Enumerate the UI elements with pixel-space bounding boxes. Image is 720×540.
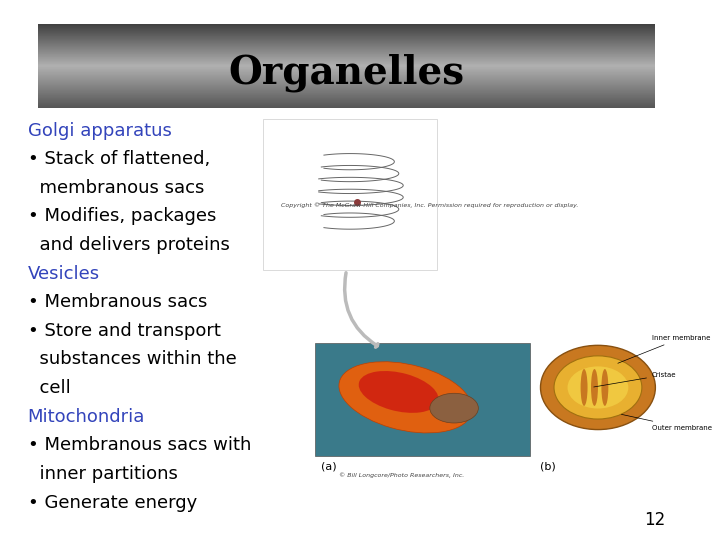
- Text: Mitochondria: Mitochondria: [28, 408, 145, 426]
- Text: Outer membrane: Outer membrane: [621, 414, 712, 430]
- Text: (b): (b): [540, 462, 555, 472]
- Ellipse shape: [339, 362, 472, 433]
- Ellipse shape: [554, 356, 642, 419]
- Text: Organelles: Organelles: [228, 53, 464, 92]
- Text: Copyright © The McGraw-Hill Companies, Inc. Permission required for reproduction: Copyright © The McGraw-Hill Companies, I…: [281, 202, 578, 208]
- Ellipse shape: [580, 369, 588, 406]
- Ellipse shape: [591, 369, 598, 406]
- Text: • Membranous sacs: • Membranous sacs: [28, 293, 207, 311]
- Text: • Stack of flattened,: • Stack of flattened,: [28, 150, 210, 168]
- Text: substances within the: substances within the: [28, 350, 236, 368]
- Ellipse shape: [430, 393, 478, 423]
- Ellipse shape: [541, 346, 655, 430]
- Text: membranous sacs: membranous sacs: [28, 179, 204, 197]
- Text: • Membranous sacs with: • Membranous sacs with: [28, 436, 251, 454]
- Bar: [315, 343, 530, 456]
- Text: • Modifies, packages: • Modifies, packages: [28, 207, 216, 225]
- Text: Cristae: Cristae: [594, 372, 677, 387]
- Text: cell: cell: [28, 379, 71, 397]
- Text: Inner membrane: Inner membrane: [618, 335, 711, 363]
- Ellipse shape: [359, 371, 438, 413]
- Text: Golgi apparatus: Golgi apparatus: [28, 122, 171, 139]
- Text: • Generate energy: • Generate energy: [28, 494, 197, 511]
- Bar: [264, 119, 436, 270]
- Ellipse shape: [567, 366, 629, 409]
- Ellipse shape: [601, 369, 608, 406]
- Text: and delivers proteins: and delivers proteins: [28, 236, 230, 254]
- Text: © Bill Longcore/Photo Researchers, Inc.: © Bill Longcore/Photo Researchers, Inc.: [339, 472, 464, 478]
- Text: inner partitions: inner partitions: [28, 465, 178, 483]
- Text: (a): (a): [321, 462, 337, 472]
- Text: 12: 12: [644, 511, 665, 529]
- Text: Vesicles: Vesicles: [28, 265, 100, 282]
- Text: • Store and transport: • Store and transport: [28, 322, 220, 340]
